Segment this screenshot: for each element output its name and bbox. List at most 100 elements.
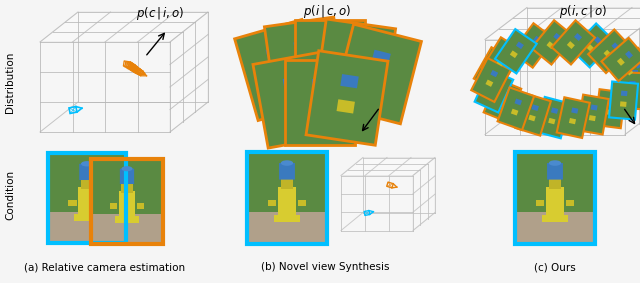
- Polygon shape: [493, 81, 500, 88]
- Bar: [515, 152, 595, 244]
- Polygon shape: [40, 42, 170, 132]
- Bar: [274, 215, 300, 222]
- Polygon shape: [625, 51, 633, 59]
- Polygon shape: [501, 90, 509, 97]
- Text: $p(i\,|\,c,o)$: $p(i\,|\,c,o)$: [303, 3, 351, 20]
- Bar: [119, 191, 135, 216]
- Polygon shape: [341, 175, 413, 230]
- Polygon shape: [536, 97, 570, 138]
- Bar: [268, 200, 276, 206]
- Polygon shape: [618, 72, 640, 109]
- Polygon shape: [488, 90, 496, 98]
- Polygon shape: [266, 46, 285, 62]
- Bar: [298, 200, 307, 206]
- Polygon shape: [621, 91, 627, 96]
- Polygon shape: [588, 29, 632, 73]
- Polygon shape: [488, 69, 496, 76]
- Polygon shape: [547, 41, 554, 49]
- Polygon shape: [629, 81, 636, 86]
- Polygon shape: [333, 24, 421, 124]
- Bar: [68, 200, 77, 206]
- Polygon shape: [486, 80, 493, 87]
- Bar: [115, 216, 139, 223]
- Ellipse shape: [281, 160, 293, 166]
- Polygon shape: [485, 40, 625, 134]
- Bar: [79, 187, 95, 214]
- Polygon shape: [515, 98, 522, 105]
- Polygon shape: [495, 29, 537, 74]
- Polygon shape: [571, 108, 579, 114]
- Text: Distribution: Distribution: [5, 51, 15, 113]
- Bar: [81, 178, 93, 189]
- Polygon shape: [471, 58, 511, 102]
- Bar: [48, 153, 126, 243]
- Bar: [247, 212, 327, 244]
- Polygon shape: [512, 23, 554, 68]
- Polygon shape: [322, 39, 339, 51]
- Bar: [91, 158, 163, 243]
- Polygon shape: [294, 40, 312, 54]
- Polygon shape: [625, 68, 633, 76]
- Polygon shape: [548, 118, 556, 124]
- Polygon shape: [557, 97, 590, 138]
- Polygon shape: [607, 99, 614, 104]
- Text: (c) Ours: (c) Ours: [534, 262, 576, 272]
- Polygon shape: [485, 8, 640, 40]
- Polygon shape: [340, 74, 359, 88]
- Polygon shape: [287, 101, 306, 116]
- Polygon shape: [620, 101, 627, 107]
- Polygon shape: [490, 70, 498, 77]
- Polygon shape: [312, 104, 328, 116]
- Polygon shape: [348, 42, 367, 56]
- Bar: [549, 178, 561, 189]
- Polygon shape: [314, 19, 396, 113]
- Bar: [515, 212, 595, 244]
- Bar: [566, 200, 574, 206]
- Bar: [48, 153, 126, 211]
- Bar: [74, 214, 100, 221]
- Polygon shape: [586, 44, 595, 52]
- Polygon shape: [569, 118, 576, 124]
- Polygon shape: [574, 33, 582, 41]
- Ellipse shape: [81, 161, 93, 166]
- Polygon shape: [609, 82, 638, 120]
- Polygon shape: [283, 76, 301, 91]
- Bar: [536, 200, 545, 206]
- Polygon shape: [345, 67, 363, 82]
- Polygon shape: [235, 20, 325, 121]
- Polygon shape: [515, 93, 551, 136]
- Polygon shape: [484, 79, 521, 122]
- Polygon shape: [341, 158, 435, 175]
- Polygon shape: [474, 47, 514, 91]
- Polygon shape: [40, 12, 208, 42]
- Polygon shape: [567, 41, 575, 49]
- Polygon shape: [312, 79, 328, 91]
- Bar: [122, 182, 132, 192]
- Ellipse shape: [122, 166, 132, 171]
- Polygon shape: [264, 17, 346, 111]
- Polygon shape: [253, 52, 337, 148]
- Bar: [281, 178, 293, 189]
- Polygon shape: [628, 92, 635, 97]
- Polygon shape: [634, 61, 640, 69]
- Text: Condition: Condition: [5, 170, 15, 220]
- Polygon shape: [502, 50, 510, 57]
- Polygon shape: [337, 99, 355, 113]
- Bar: [109, 203, 118, 209]
- Polygon shape: [591, 104, 598, 110]
- Polygon shape: [516, 42, 524, 49]
- Polygon shape: [531, 20, 574, 65]
- Polygon shape: [365, 74, 385, 90]
- Bar: [48, 211, 126, 243]
- Polygon shape: [273, 70, 292, 86]
- Polygon shape: [497, 87, 534, 130]
- Polygon shape: [602, 38, 640, 81]
- Polygon shape: [322, 65, 339, 76]
- Ellipse shape: [549, 160, 561, 166]
- Polygon shape: [554, 33, 561, 41]
- FancyBboxPatch shape: [120, 169, 134, 184]
- FancyBboxPatch shape: [79, 164, 95, 180]
- Polygon shape: [497, 59, 504, 66]
- Polygon shape: [285, 59, 355, 145]
- Polygon shape: [533, 36, 541, 44]
